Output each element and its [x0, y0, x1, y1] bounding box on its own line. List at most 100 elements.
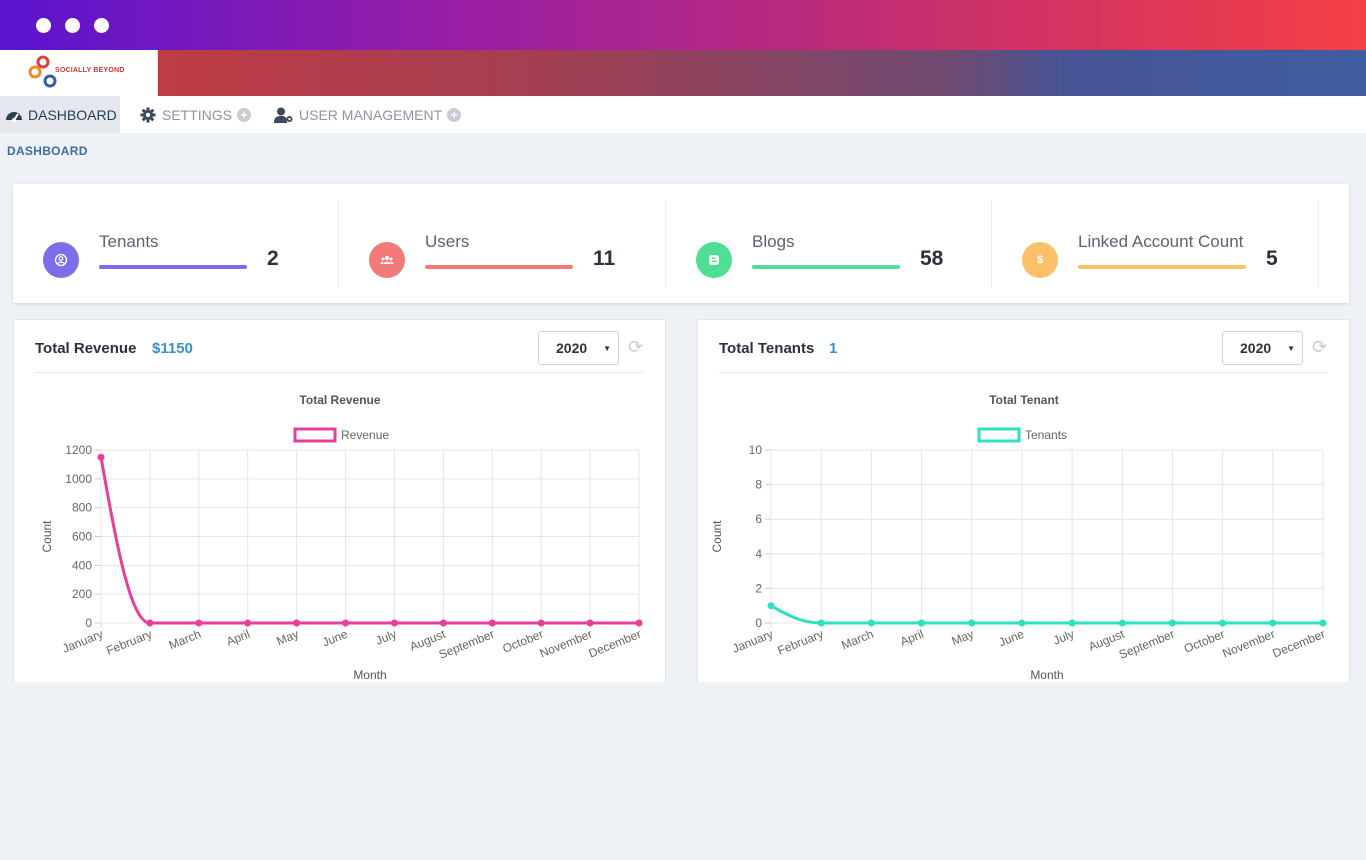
- legend-label: Tenants: [1025, 428, 1067, 442]
- data-point: [1118, 619, 1126, 627]
- data-point: [146, 619, 154, 627]
- x-tick-label: September: [437, 627, 497, 662]
- y-tick-label: 600: [72, 530, 92, 544]
- data-point: [1168, 619, 1176, 627]
- window-dot-minimize[interactable]: [65, 18, 80, 33]
- y-tick-label: 4: [755, 547, 762, 561]
- revenue-chart: Total Revenue Revenue 0 200 400 600 800 1000 120…: [40, 393, 644, 682]
- panel-divider: [719, 372, 1328, 373]
- panel-title: Total Revenue: [35, 340, 137, 357]
- year-select-value: 2020: [556, 340, 588, 356]
- x-tick-label: February: [776, 627, 826, 658]
- stat-bar: [425, 265, 573, 269]
- x-tick-label: November: [538, 627, 595, 661]
- data-point: [342, 619, 350, 627]
- y-axis-label: Count: [710, 520, 724, 553]
- panel-value: $1150: [152, 340, 193, 357]
- legend-swatch: [293, 427, 337, 443]
- data-point: [817, 619, 825, 627]
- nav-item-settings[interactable]: SETTINGS +: [140, 96, 252, 133]
- stat-value: 5: [1266, 247, 1278, 270]
- window-titlebar: [0, 0, 1366, 50]
- y-axis-label: Count: [40, 520, 54, 553]
- x-axis-label: Month: [353, 668, 386, 682]
- x-axis-label: Month: [1030, 668, 1063, 682]
- window-dot-close[interactable]: [36, 18, 51, 33]
- y-tick-label: 800: [72, 501, 92, 515]
- y-tick-label: 10: [749, 443, 763, 457]
- data-point: [1018, 619, 1026, 627]
- refresh-icon[interactable]: ⟳: [628, 337, 644, 357]
- data-point: [537, 619, 545, 627]
- data-point: [635, 619, 643, 627]
- refresh-icon[interactable]: ⟳: [1312, 337, 1328, 357]
- logo[interactable]: SOCIALLY BEYOND: [0, 50, 158, 96]
- chevron-down-icon: ▼: [603, 344, 611, 353]
- nav-item-label: USER MANAGEMENT: [299, 106, 443, 123]
- tenants-chart: Total Tenant Tenants 0 2 4 6 8 10 January Februar…: [710, 393, 1327, 682]
- data-point: [867, 619, 875, 627]
- data-point: [968, 619, 976, 627]
- stat-tenants[interactable]: Tenants 2: [13, 200, 339, 288]
- app-header: SOCIALLY BEYOND: [0, 50, 1366, 96]
- stat-label: Linked Account Count: [1078, 232, 1244, 251]
- revenue-panel: Total Revenue $1150 2020 ▼ ⟳ Total Reven…: [13, 319, 666, 682]
- x-tick-label: December: [587, 627, 644, 661]
- data-point: [390, 619, 398, 627]
- nav-item-dashboard[interactable]: DASHBOARD: [0, 96, 120, 133]
- x-tick-label: January: [730, 627, 775, 656]
- blog-icon: [696, 242, 732, 278]
- x-tick-label: March: [167, 627, 203, 652]
- stat-blogs[interactable]: Blogs 58: [666, 200, 992, 288]
- stat-users[interactable]: Users 11: [339, 200, 666, 288]
- expand-plus-icon[interactable]: +: [447, 107, 462, 122]
- year-select[interactable]: 2020 ▼: [1222, 331, 1303, 365]
- legend-label: Revenue: [341, 428, 389, 442]
- stats-card: Tenants 2 Users 11 Blogs 58 $ Linked Acc…: [13, 184, 1349, 303]
- x-tick-label: June: [320, 627, 350, 650]
- year-select[interactable]: 2020 ▼: [538, 331, 619, 365]
- stat-bar: [1078, 265, 1246, 269]
- y-tick-label: 200: [72, 587, 92, 601]
- user-gear-icon: [274, 107, 293, 123]
- data-point: [244, 619, 252, 627]
- y-tick-label: 8: [755, 478, 762, 492]
- data-point: [439, 619, 447, 627]
- legend-swatch: [977, 427, 1021, 443]
- nav-item-user-management[interactable]: USER MANAGEMENT +: [274, 96, 462, 133]
- panel-divider: [35, 372, 644, 373]
- x-tick-label: February: [104, 627, 154, 658]
- breadcrumb[interactable]: DASHBOARD: [7, 144, 88, 158]
- x-tick-label: September: [1117, 627, 1177, 662]
- data-point: [195, 619, 203, 627]
- data-point: [1319, 619, 1327, 627]
- stat-linked-account-count[interactable]: $ Linked Account Count 5: [992, 200, 1319, 288]
- y-tick-label: 0: [755, 616, 762, 630]
- logo-icon: [28, 55, 57, 88]
- x-tick-label: May: [950, 627, 976, 648]
- chart-title: Total Revenue: [299, 393, 380, 407]
- dashboard-icon: [6, 111, 22, 122]
- x-tick-label: January: [60, 627, 105, 656]
- expand-plus-icon[interactable]: +: [237, 107, 252, 122]
- gear-icon: [140, 107, 156, 122]
- y-tick-label: 1000: [65, 472, 92, 486]
- year-select-value: 2020: [1240, 340, 1272, 356]
- x-tick-label: November: [1220, 627, 1277, 661]
- x-tick-label: July: [374, 627, 399, 648]
- data-point: [586, 619, 594, 627]
- window-dot-maximize[interactable]: [94, 18, 109, 33]
- data-point: [293, 619, 301, 627]
- data-point: [1068, 619, 1076, 627]
- stat-bar: [752, 265, 900, 269]
- y-tick-label: 1200: [65, 443, 92, 457]
- tenant-icon: [43, 242, 79, 278]
- users-icon: [369, 242, 405, 278]
- logo-text: SOCIALLY BEYOND: [55, 67, 125, 74]
- y-tick-label: 400: [72, 558, 92, 572]
- nav-item-label: SETTINGS: [162, 106, 233, 123]
- x-tick-label: June: [997, 627, 1027, 650]
- y-tick-label: 2: [755, 581, 762, 595]
- panel-value: 1: [829, 340, 838, 357]
- data-point: [488, 619, 496, 627]
